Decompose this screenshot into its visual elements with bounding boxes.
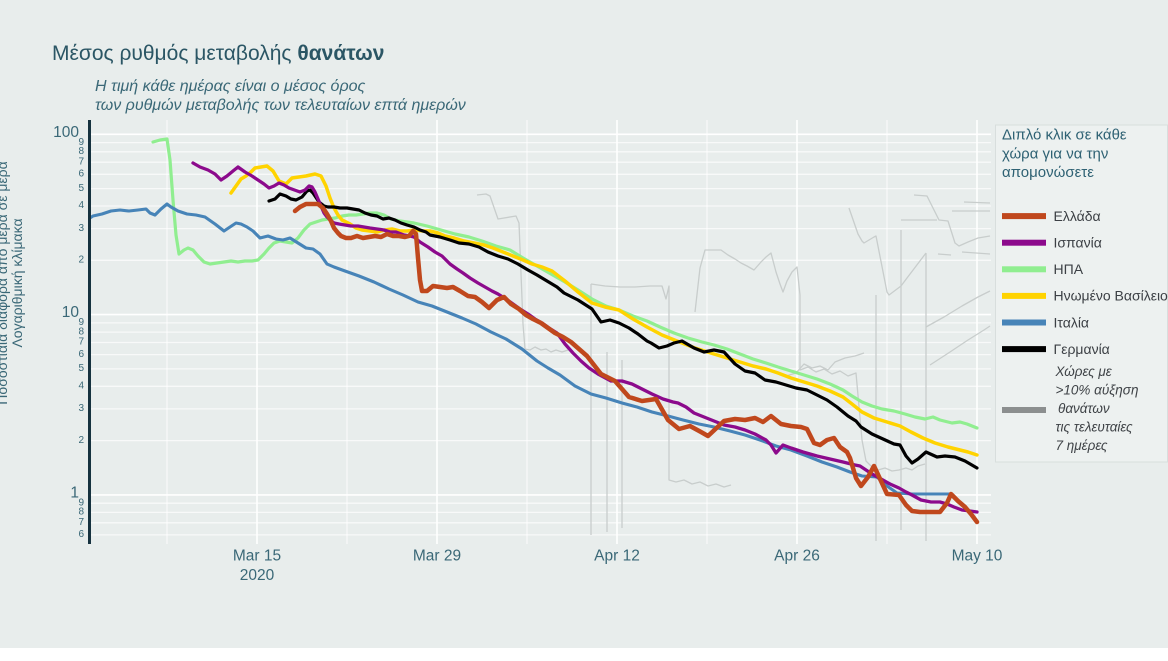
svg-text:7: 7 [78,517,84,528]
svg-text:των ρυθμών μεταβολής των τελευ: των ρυθμών μεταβολής των τελευταίων επτά… [95,97,466,114]
svg-text:Διπλό κλικ σε κάθε: Διπλό κλικ σε κάθε [1002,127,1127,144]
svg-text:4: 4 [78,381,84,392]
svg-text:Apr 12: Apr 12 [594,548,640,565]
svg-text:5: 5 [78,183,84,194]
svg-text:χώρα για να την: χώρα για να την [1002,145,1108,162]
svg-text:τις τελευταίες: τις τελευταίες [1056,419,1133,434]
svg-text:Ιταλία: Ιταλία [1054,314,1090,330]
svg-text:Γερμανία: Γερμανία [1054,341,1110,357]
svg-text:2: 2 [78,255,84,266]
svg-text:6: 6 [78,168,84,179]
svg-text:10: 10 [62,304,80,321]
svg-text:Ελλάδα: Ελλάδα [1054,208,1101,224]
svg-text:Χώρες με: Χώρες με [1055,364,1113,379]
svg-text:ΗΠΑ: ΗΠΑ [1054,261,1084,277]
svg-text:5: 5 [78,363,84,374]
svg-text:3: 3 [78,403,84,414]
svg-text:May 10: May 10 [952,548,1003,565]
svg-text:>10% αύξηση: >10% αύξηση [1056,382,1139,397]
svg-text:100: 100 [53,124,79,141]
svg-text:Ηνωμένο Βασίλειο: Ηνωμένο Βασίλειο [1054,288,1168,304]
svg-text:6: 6 [78,529,84,540]
svg-text:Ισπανία: Ισπανία [1054,235,1102,251]
svg-text:θανάτων: θανάτων [1058,401,1110,416]
svg-text:7: 7 [78,156,84,167]
svg-text:7: 7 [78,337,84,348]
svg-text:Mar 29: Mar 29 [413,548,461,565]
svg-text:8: 8 [78,146,84,157]
svg-text:απομονώσετε: απομονώσετε [1002,164,1094,181]
svg-text:Apr 26: Apr 26 [774,548,820,565]
svg-text:2020: 2020 [240,567,275,584]
svg-text:6: 6 [78,349,84,360]
svg-text:Mar 15: Mar 15 [233,548,281,565]
svg-text:2: 2 [78,435,84,446]
svg-text:7 ημέρες: 7 ημέρες [1056,438,1108,453]
svg-text:Λογαριθμική κλίμακα: Λογαριθμική κλίμακα [9,218,25,347]
svg-text:4: 4 [78,200,84,211]
svg-text:Η τιμή κάθε ημέρας είναι ο μέσ: Η τιμή κάθε ημέρας είναι ο μέσος όρος [95,78,366,95]
svg-text:8: 8 [78,326,84,337]
svg-text:8: 8 [78,507,84,518]
svg-text:Μέσος ρυθμός μεταβολής θανάτων: Μέσος ρυθμός μεταβολής θανάτων [52,42,384,65]
svg-text:3: 3 [78,223,84,234]
